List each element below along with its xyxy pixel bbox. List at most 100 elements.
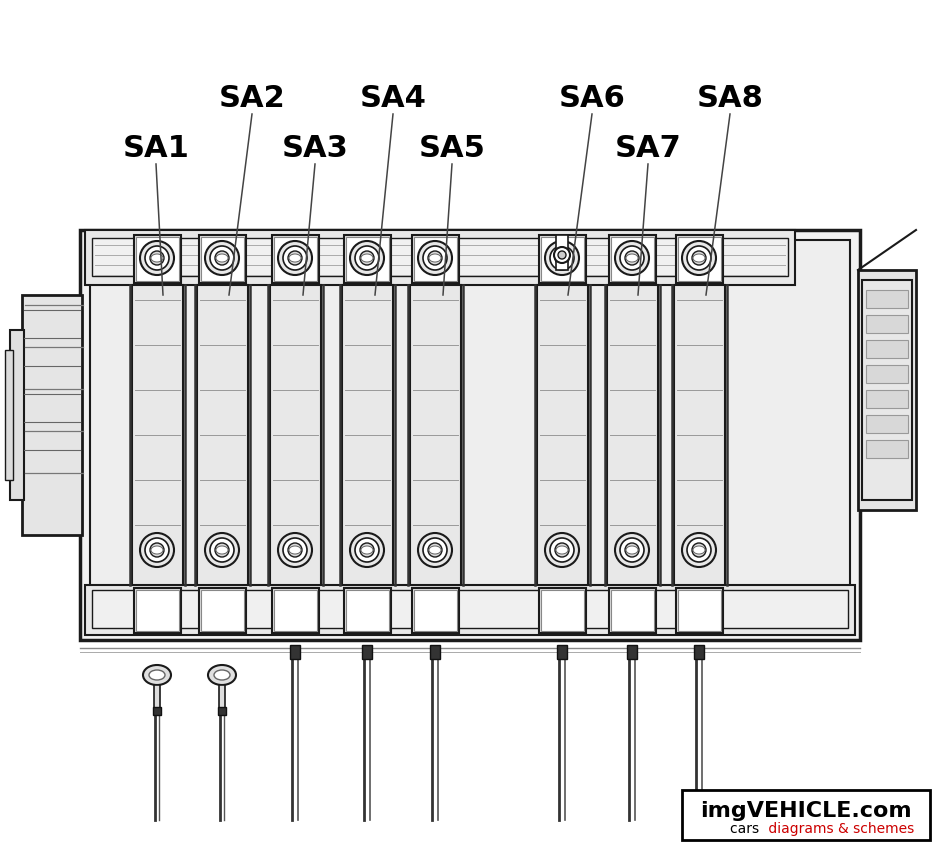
- Bar: [272, 235, 319, 283]
- Bar: [858, 270, 916, 510]
- Circle shape: [682, 241, 716, 275]
- Bar: [537, 285, 588, 585]
- Bar: [85, 230, 795, 285]
- Bar: [627, 645, 637, 659]
- Bar: [674, 285, 725, 585]
- Bar: [866, 340, 908, 358]
- Bar: [274, 590, 317, 631]
- Bar: [676, 235, 723, 283]
- Circle shape: [629, 255, 635, 261]
- Text: SA1: SA1: [122, 134, 189, 162]
- Circle shape: [625, 251, 639, 265]
- Bar: [5, 350, 13, 480]
- Bar: [154, 685, 160, 710]
- Text: cars: cars: [730, 822, 764, 836]
- Bar: [136, 237, 179, 281]
- Bar: [412, 235, 459, 283]
- Bar: [218, 707, 226, 715]
- Circle shape: [615, 533, 649, 567]
- Bar: [866, 415, 908, 433]
- Circle shape: [432, 255, 438, 261]
- Ellipse shape: [429, 254, 441, 262]
- Bar: [199, 235, 246, 283]
- Circle shape: [150, 543, 164, 557]
- Circle shape: [288, 543, 302, 557]
- Circle shape: [559, 255, 565, 261]
- Circle shape: [219, 547, 225, 553]
- Circle shape: [696, 255, 702, 261]
- Bar: [609, 235, 656, 283]
- Circle shape: [620, 538, 644, 562]
- Ellipse shape: [626, 546, 638, 554]
- Circle shape: [550, 538, 574, 562]
- Circle shape: [418, 241, 452, 275]
- Bar: [609, 588, 656, 633]
- Bar: [410, 285, 461, 585]
- Bar: [412, 588, 459, 633]
- Bar: [219, 685, 225, 710]
- Circle shape: [428, 251, 442, 265]
- Text: SA4: SA4: [360, 84, 427, 113]
- Bar: [344, 235, 391, 283]
- Text: imgVEHICLE.com: imgVEHICLE.com: [700, 801, 912, 821]
- Bar: [557, 645, 567, 659]
- Bar: [344, 588, 391, 633]
- Circle shape: [555, 543, 569, 557]
- Circle shape: [555, 251, 569, 265]
- Ellipse shape: [361, 546, 373, 554]
- Bar: [682, 790, 930, 840]
- Circle shape: [696, 547, 702, 553]
- Bar: [678, 237, 721, 281]
- Bar: [539, 588, 586, 633]
- Circle shape: [558, 251, 566, 259]
- Ellipse shape: [208, 665, 236, 685]
- Circle shape: [428, 543, 442, 557]
- Bar: [694, 645, 704, 659]
- Circle shape: [692, 543, 706, 557]
- Circle shape: [554, 247, 570, 263]
- Circle shape: [219, 255, 225, 261]
- Bar: [556, 235, 568, 270]
- Bar: [199, 588, 246, 633]
- Circle shape: [418, 533, 452, 567]
- Bar: [197, 285, 248, 585]
- Circle shape: [432, 547, 438, 553]
- Bar: [611, 237, 654, 281]
- Bar: [136, 590, 179, 631]
- Circle shape: [210, 246, 234, 270]
- Circle shape: [682, 533, 716, 567]
- Bar: [22, 295, 82, 535]
- Circle shape: [292, 547, 298, 553]
- Text: SA7: SA7: [614, 134, 681, 162]
- Circle shape: [423, 538, 447, 562]
- Bar: [414, 590, 457, 631]
- Circle shape: [278, 241, 312, 275]
- Ellipse shape: [556, 254, 568, 262]
- Bar: [290, 645, 300, 659]
- Bar: [362, 645, 372, 659]
- Ellipse shape: [429, 546, 441, 554]
- Text: SA6: SA6: [559, 84, 625, 113]
- Ellipse shape: [626, 254, 638, 262]
- Bar: [866, 290, 908, 308]
- Bar: [866, 365, 908, 383]
- Ellipse shape: [143, 665, 171, 685]
- Bar: [346, 237, 389, 281]
- Circle shape: [550, 246, 574, 270]
- Text: SA2: SA2: [219, 84, 285, 113]
- Circle shape: [620, 246, 644, 270]
- Text: SA5: SA5: [418, 134, 485, 162]
- Bar: [862, 280, 912, 500]
- Circle shape: [423, 246, 447, 270]
- Circle shape: [355, 538, 379, 562]
- Bar: [539, 235, 586, 283]
- Bar: [414, 237, 457, 281]
- Bar: [866, 315, 908, 333]
- Bar: [611, 590, 654, 631]
- Bar: [92, 238, 788, 276]
- Bar: [607, 285, 658, 585]
- Circle shape: [364, 255, 370, 261]
- Bar: [201, 590, 244, 631]
- Bar: [85, 585, 855, 635]
- Bar: [90, 240, 850, 630]
